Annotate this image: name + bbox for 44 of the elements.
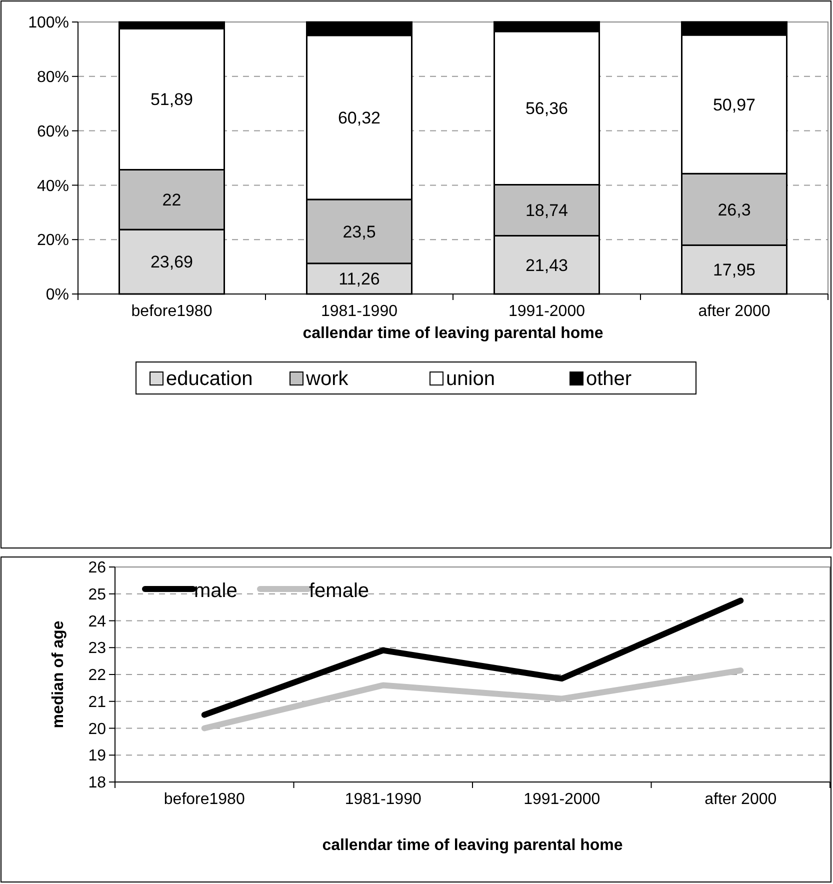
x-tick-label: 1981-1990	[320, 303, 398, 320]
x-axis-title: callendar time of leaving parental home	[302, 325, 604, 342]
x-axis-title: callendar time of leaving parental home	[322, 837, 623, 854]
y-tick-label: 24	[88, 613, 106, 630]
y-tick-label: 0%	[46, 286, 69, 304]
x-tick-label: after 2000	[698, 303, 770, 320]
y-tick-label: 60%	[36, 123, 69, 140]
x-tick-label: before1980	[131, 303, 212, 320]
y-tick-label: 40%	[36, 178, 69, 195]
data-label: 17,95	[712, 260, 756, 280]
data-label: 23,69	[150, 252, 194, 272]
data-label: 60,32	[338, 108, 381, 128]
y-tick-label: 23	[88, 640, 106, 658]
data-label: 22	[162, 190, 182, 210]
data-label: 11,26	[338, 270, 380, 289]
legend-label: education	[166, 368, 253, 390]
data-label: 23,5	[342, 222, 376, 242]
data-label: 21,43	[525, 256, 568, 275]
y-tick-label: 19	[88, 748, 106, 765]
x-tick-label: 1991-2000	[524, 791, 600, 808]
y-tick-label: 22	[88, 667, 106, 684]
data-label: 50,97	[712, 95, 756, 114]
legend-label: other	[586, 368, 632, 390]
x-tick-label: after 2000	[704, 791, 777, 808]
y-tick-label: 25	[88, 586, 106, 604]
x-tick-label: 1991-2000	[508, 303, 586, 320]
data-label: 56,36	[525, 99, 568, 118]
legend-label: male	[194, 580, 238, 602]
legend-label: union	[446, 368, 495, 390]
legend-label: work	[305, 368, 350, 390]
x-tick-label: 1981-1990	[344, 791, 422, 808]
x-tick-label: before1980	[164, 791, 245, 808]
y-tick-label: 21	[88, 694, 106, 711]
data-label: 51,89	[150, 90, 194, 110]
y-tick-label: 26	[88, 560, 106, 577]
y-axis-title: median of age	[50, 620, 67, 728]
y-tick-label: 80%	[36, 69, 69, 86]
data-label: 18,74	[525, 201, 568, 220]
data-label: 26,3	[718, 200, 751, 220]
y-tick-label: 18	[88, 774, 106, 792]
y-tick-label: 100%	[28, 14, 69, 32]
legend-label: female	[309, 580, 370, 602]
y-tick-label: 20	[88, 720, 106, 738]
y-tick-label: 20%	[36, 232, 69, 250]
